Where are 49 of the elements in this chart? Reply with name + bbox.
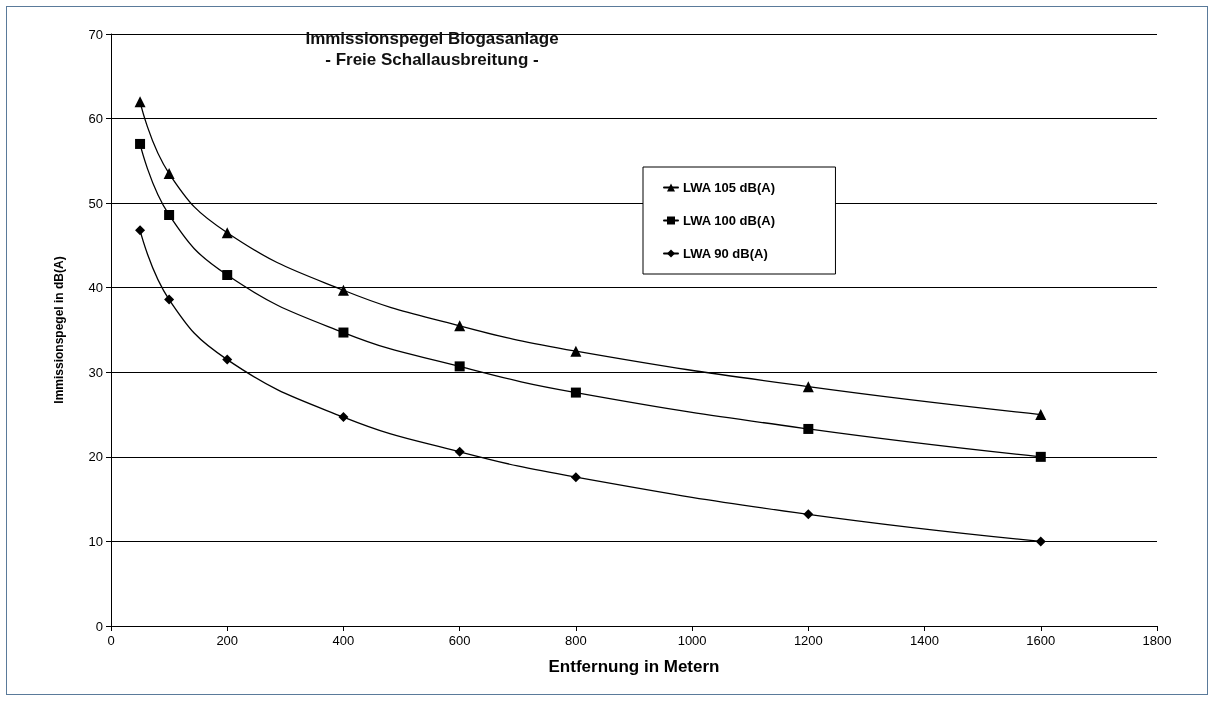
x-tick-label: 600 bbox=[448, 633, 471, 648]
y-axis-title: Immissionspegel in dB(A) bbox=[52, 256, 66, 404]
point bbox=[1035, 409, 1047, 421]
x-tick-label: 1600 bbox=[1026, 633, 1056, 648]
point bbox=[222, 354, 233, 365]
point bbox=[454, 446, 465, 457]
point bbox=[570, 472, 581, 483]
y-tick-label: 0 bbox=[95, 618, 103, 634]
x-axis-title: Entfernung in Metern bbox=[548, 657, 720, 676]
x-tick-label: 1200 bbox=[793, 633, 823, 648]
legend-label: LWA 100 dB(A) bbox=[683, 213, 775, 228]
y-tick-label: 20 bbox=[88, 449, 103, 465]
point bbox=[803, 509, 814, 520]
point bbox=[163, 168, 175, 180]
legend-label: LWA 90 dB(A) bbox=[683, 246, 768, 261]
x-tick-label: 1800 bbox=[1142, 633, 1172, 648]
x-tick-label: 200 bbox=[216, 633, 239, 648]
legend-label: LWA 105 dB(A) bbox=[683, 180, 775, 195]
point bbox=[803, 423, 814, 434]
point bbox=[1035, 536, 1046, 547]
point bbox=[1035, 451, 1046, 462]
point bbox=[454, 361, 465, 372]
point bbox=[164, 294, 175, 305]
point bbox=[164, 209, 175, 220]
text: - Freie Schallausbreitung - bbox=[325, 50, 539, 69]
y-tick-label: 70 bbox=[88, 26, 103, 42]
y-tick-label: 10 bbox=[88, 533, 103, 549]
chart-title: Immissionspegel Biogasanlage bbox=[305, 29, 559, 48]
x-tick-label: 1000 bbox=[677, 633, 707, 648]
x-tick-label: 800 bbox=[565, 633, 587, 648]
point bbox=[454, 320, 466, 332]
y-tick-label: 60 bbox=[88, 111, 103, 127]
point bbox=[337, 284, 349, 296]
point bbox=[221, 227, 233, 239]
point bbox=[135, 225, 146, 236]
y-tick-label: 30 bbox=[88, 364, 103, 380]
y-tick-label: 50 bbox=[88, 195, 103, 211]
point bbox=[338, 327, 349, 338]
point bbox=[802, 381, 814, 393]
point bbox=[135, 138, 146, 149]
point bbox=[338, 412, 349, 423]
point bbox=[570, 387, 581, 398]
x-tick-label: 0 bbox=[107, 633, 115, 648]
point bbox=[570, 345, 582, 357]
x-tick-label: 400 bbox=[332, 633, 355, 648]
y-tick-label: 40 bbox=[88, 280, 103, 296]
point bbox=[222, 270, 233, 281]
x-tick-label: 1400 bbox=[910, 633, 940, 648]
point bbox=[134, 96, 146, 108]
